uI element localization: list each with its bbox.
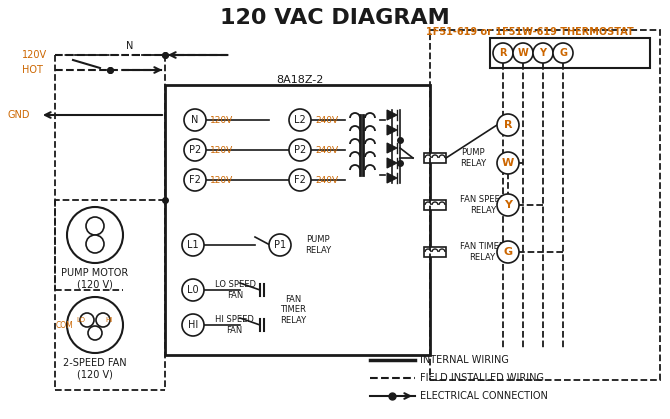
Text: N: N — [127, 41, 134, 51]
Circle shape — [86, 217, 104, 235]
Text: Y: Y — [539, 48, 547, 58]
Text: 2-SPEED FAN
(120 V): 2-SPEED FAN (120 V) — [63, 358, 127, 380]
Text: P2: P2 — [294, 145, 306, 155]
Text: R: R — [504, 120, 513, 130]
Text: INTERNAL WIRING: INTERNAL WIRING — [420, 355, 509, 365]
Text: F2: F2 — [189, 175, 201, 185]
Polygon shape — [387, 125, 397, 135]
Text: PUMP
RELAY: PUMP RELAY — [305, 235, 331, 255]
Text: HI SPEED
FAN: HI SPEED FAN — [215, 316, 254, 335]
Text: LO: LO — [76, 317, 86, 323]
Text: ELECTRICAL CONNECTION: ELECTRICAL CONNECTION — [420, 391, 548, 401]
Text: F2: F2 — [294, 175, 306, 185]
Text: P2: P2 — [189, 145, 201, 155]
Circle shape — [289, 139, 311, 161]
Circle shape — [513, 43, 533, 63]
Circle shape — [67, 207, 123, 263]
Text: 240V: 240V — [315, 145, 338, 155]
Circle shape — [182, 279, 204, 301]
Text: HI: HI — [105, 317, 113, 323]
Circle shape — [553, 43, 573, 63]
Bar — [490, 38, 650, 68]
Circle shape — [269, 234, 291, 256]
Circle shape — [184, 109, 206, 131]
Circle shape — [182, 314, 204, 336]
Polygon shape — [387, 173, 397, 183]
Circle shape — [493, 43, 513, 63]
Polygon shape — [387, 143, 397, 153]
Circle shape — [289, 109, 311, 131]
Text: HI: HI — [188, 320, 198, 330]
Circle shape — [88, 326, 102, 340]
Text: 120 VAC DIAGRAM: 120 VAC DIAGRAM — [220, 8, 450, 28]
Text: HOT: HOT — [22, 65, 43, 75]
Polygon shape — [387, 110, 397, 120]
Text: N: N — [192, 115, 199, 125]
Text: FIELD INSTALLED WIRING: FIELD INSTALLED WIRING — [420, 373, 544, 383]
Bar — [424, 153, 446, 163]
Text: 120V: 120V — [210, 145, 233, 155]
Text: L0: L0 — [187, 285, 199, 295]
Circle shape — [67, 297, 123, 353]
Text: LO SPEED
FAN: LO SPEED FAN — [215, 280, 256, 300]
Text: COM: COM — [55, 321, 73, 329]
Circle shape — [497, 114, 519, 136]
Text: W: W — [518, 48, 529, 58]
Circle shape — [497, 194, 519, 216]
Bar — [424, 247, 446, 257]
Circle shape — [497, 152, 519, 174]
Text: FAN TIMER
RELAY: FAN TIMER RELAY — [460, 242, 505, 262]
Text: FAN
TIMER
RELAY: FAN TIMER RELAY — [280, 295, 306, 325]
Circle shape — [182, 234, 204, 256]
Text: FAN SPEED
RELAY: FAN SPEED RELAY — [460, 195, 507, 215]
Text: P1: P1 — [274, 240, 286, 250]
Circle shape — [80, 313, 94, 327]
Text: 1F51-619 or 1F51W-619 THERMOSTAT: 1F51-619 or 1F51W-619 THERMOSTAT — [426, 27, 634, 37]
Text: W: W — [502, 158, 514, 168]
Text: PUMP MOTOR
(120 V): PUMP MOTOR (120 V) — [62, 268, 129, 290]
Text: 240V: 240V — [315, 176, 338, 184]
Text: 120V: 120V — [210, 176, 233, 184]
Circle shape — [289, 169, 311, 191]
Text: L1: L1 — [187, 240, 199, 250]
Text: G: G — [503, 247, 513, 257]
Text: 240V: 240V — [315, 116, 338, 124]
Text: GND: GND — [8, 110, 31, 120]
Circle shape — [96, 313, 110, 327]
Circle shape — [184, 139, 206, 161]
Text: 8A18Z-2: 8A18Z-2 — [276, 75, 324, 85]
Bar — [424, 200, 446, 210]
Polygon shape — [387, 158, 397, 168]
Circle shape — [497, 241, 519, 263]
Circle shape — [86, 235, 104, 253]
Text: PUMP
RELAY: PUMP RELAY — [460, 148, 486, 168]
Circle shape — [184, 169, 206, 191]
Text: G: G — [559, 48, 567, 58]
Text: R: R — [499, 48, 507, 58]
Bar — [165, 85, 430, 355]
Text: L2: L2 — [294, 115, 306, 125]
Text: 120V: 120V — [22, 50, 47, 60]
Text: 120V: 120V — [210, 116, 233, 124]
Circle shape — [533, 43, 553, 63]
Text: Y: Y — [504, 200, 512, 210]
Bar — [430, 30, 660, 380]
